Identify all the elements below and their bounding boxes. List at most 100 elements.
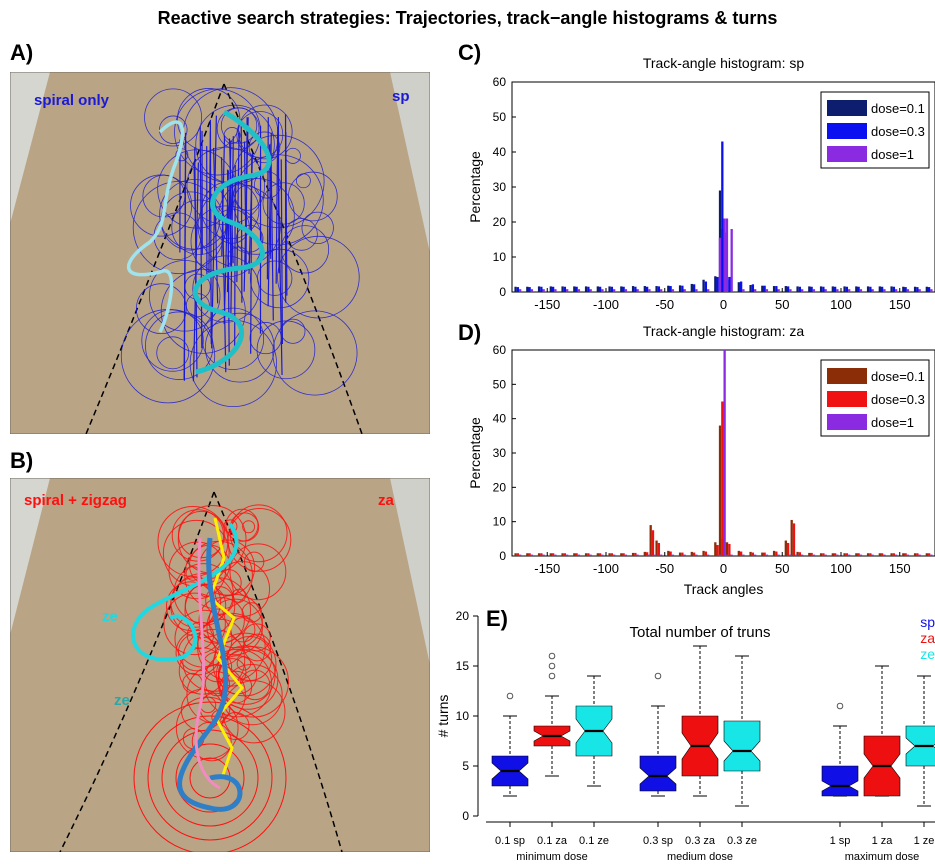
hist-sp-bar-dose1-17	[718, 237, 722, 292]
hist-sp-bar-dose01-27	[808, 286, 811, 292]
hist-sp-bar-dose1-10	[636, 289, 639, 292]
box-01sp-outlier-0	[506, 692, 514, 700]
hist-za-bar-dose1-2	[542, 554, 545, 556]
hist-za-bar-dose1-13	[660, 554, 663, 556]
box-01za-outlier-1	[548, 662, 556, 670]
hist-sp-bar-dose01-26	[796, 286, 799, 292]
boxplot-ytick-label-4: 20	[456, 609, 470, 623]
panel-b-trajectory-blue	[177, 537, 243, 812]
hist-za-bar-dose1-5	[577, 554, 581, 556]
hist-za-bar-dose01-32	[843, 553, 846, 556]
hist-za-bar-dose1-16	[695, 554, 698, 556]
hist-za-bar-dose1-19	[723, 350, 726, 556]
hist-za-bar-dose01-15	[678, 552, 682, 556]
panel-a-trajectory-segment-19	[266, 117, 269, 280]
hist-za-bar-dose1-6	[589, 554, 592, 556]
hist-za-bar-dose01-11	[643, 551, 646, 556]
hist-za-xtick-label-5: 100	[830, 561, 852, 576]
hist-za-bar-dose01-28	[796, 551, 799, 556]
panel-a-floor	[10, 72, 430, 434]
hist-za-xtick-label-3: 0	[720, 561, 727, 576]
hist-sp-bar-dose1-30	[848, 289, 851, 292]
panel-b-search-loop-39	[229, 504, 288, 563]
hist-sp-bar-dose1-29	[836, 289, 839, 292]
hist-sp-ytick-label-5: 50	[493, 110, 507, 124]
panel-a-search-loop-58	[256, 320, 316, 380]
hist-sp-bar-dose01-35	[902, 286, 905, 292]
hist-sp-bar-dose03-35	[904, 287, 907, 292]
panel-a-plume-edge-left	[85, 83, 225, 434]
panel-b-search-loop-38	[205, 586, 234, 615]
hist-sp-xtick-label-4: 50	[775, 297, 789, 312]
hist-sp-bar-dose01-28	[819, 286, 823, 292]
hist-za-bar-dose03-24	[763, 552, 766, 556]
panel-a-search-loop-11	[301, 211, 334, 245]
hist-sp-bar-dose1-31	[859, 289, 863, 292]
hist-za-bar-dose01-39	[925, 553, 928, 556]
boxplot-ytick-label-3: 15	[456, 659, 470, 673]
hist-za-bar-dose03-18	[716, 545, 719, 556]
hist-sp-bar-dose01-11	[643, 286, 646, 292]
hist-sp-bar-dose1-16	[707, 289, 710, 292]
hist-za-bar-dose03-26	[786, 542, 790, 556]
hist-sp-bar-dose03-0	[516, 287, 520, 292]
hist-sp-bar-dose01-9	[620, 286, 623, 292]
hist-za-legend-label-0: dose=0.1	[871, 369, 925, 384]
hist-sp-xtick-label-5: 100	[830, 297, 852, 312]
hist-za-bar-dose1-7	[601, 554, 604, 556]
hist-za-bar-dose01-6	[584, 553, 588, 556]
hist-za-legend-swatch-2	[827, 414, 867, 430]
hist-sp-ytick-label-6: 60	[493, 75, 507, 89]
boxplot-legend-za: za	[920, 630, 935, 646]
hist-za-bar-dose03-23	[751, 552, 755, 556]
hist-sp-bar-dose03-28	[822, 286, 825, 292]
panel-a-search-loop-17	[248, 131, 281, 164]
hist-sp-bar-dose03-17	[716, 276, 719, 292]
hist-za-bar-dose01-21	[725, 542, 729, 556]
panel-a-search-loop-24	[160, 268, 246, 354]
panel-b-outer-spiral-4	[133, 701, 287, 852]
panel-b-search-loop-65	[175, 696, 239, 760]
hist-za-title: Track-angle histogram: za	[643, 323, 805, 339]
panel-a-right-text: sp	[392, 88, 410, 105]
hist-sp-bar-dose1-11	[648, 289, 651, 292]
panel-b-search-loop-36	[157, 506, 229, 577]
hist-sp-bar-dose03-33	[880, 286, 884, 292]
box-03ze-tick-label: 0.3 ze	[727, 835, 757, 847]
hist-za-bar-dose01-13	[655, 540, 658, 556]
hist-za-bar-dose1-26	[789, 554, 792, 556]
hist-sp-bar-dose01-33	[878, 286, 881, 292]
hist-za-bar-dose01-38	[913, 553, 917, 556]
panel-a-trajectory-segment-14	[221, 135, 226, 257]
hist-sp-bar-dose1-1	[530, 289, 534, 292]
hist-sp-bar-dose1-3	[554, 289, 557, 292]
hist-sp-xtick-label-0: -150	[534, 297, 560, 312]
hist-za-xtick-label-1: -100	[593, 561, 619, 576]
figure-title: Reactive search strategies: Trajectories…	[157, 8, 778, 28]
hist-za-bar-dose1-1	[530, 554, 534, 556]
hist-sp-bar-dose01-14	[678, 285, 682, 292]
hist-za-bar-dose01-30	[819, 553, 823, 556]
hist-sp-bar-dose01-36	[913, 286, 917, 292]
hist-za-legend-label-1: dose=0.3	[871, 392, 925, 407]
hist-sp-bar-dose03-10	[634, 286, 637, 292]
hist-za-bar-dose01-17	[702, 550, 705, 556]
hist-sp-bar-dose1-4	[566, 289, 569, 292]
hist-za-bar-dose1-0	[519, 554, 522, 556]
panel-a-trajectory-light	[127, 120, 185, 333]
hist-za-bar-dose03-0	[516, 553, 520, 556]
box-03sp-body	[639, 755, 677, 792]
panel-a-search-loop-54	[145, 311, 214, 380]
panel-b-search-loop-29	[236, 656, 252, 671]
hist-za-bar-dose1-22	[742, 554, 745, 556]
hist-za-bar-dose01-16	[690, 551, 693, 556]
hist-sp-bar-dose01-31	[855, 286, 858, 292]
hist-za-bar-dose01-2	[537, 553, 541, 556]
hist-sp-bar-dose01-34	[890, 286, 893, 292]
hist-sp-bar-dose01-24	[772, 286, 776, 292]
hist-sp-legend-swatch-2	[827, 146, 867, 162]
panel-a-trajectory-segment-8	[212, 147, 219, 304]
panel-a-trajectory-segment-22	[280, 159, 284, 345]
hist-za-bar-dose01-8	[608, 553, 611, 556]
panel-b-search-loop-10	[242, 520, 256, 534]
